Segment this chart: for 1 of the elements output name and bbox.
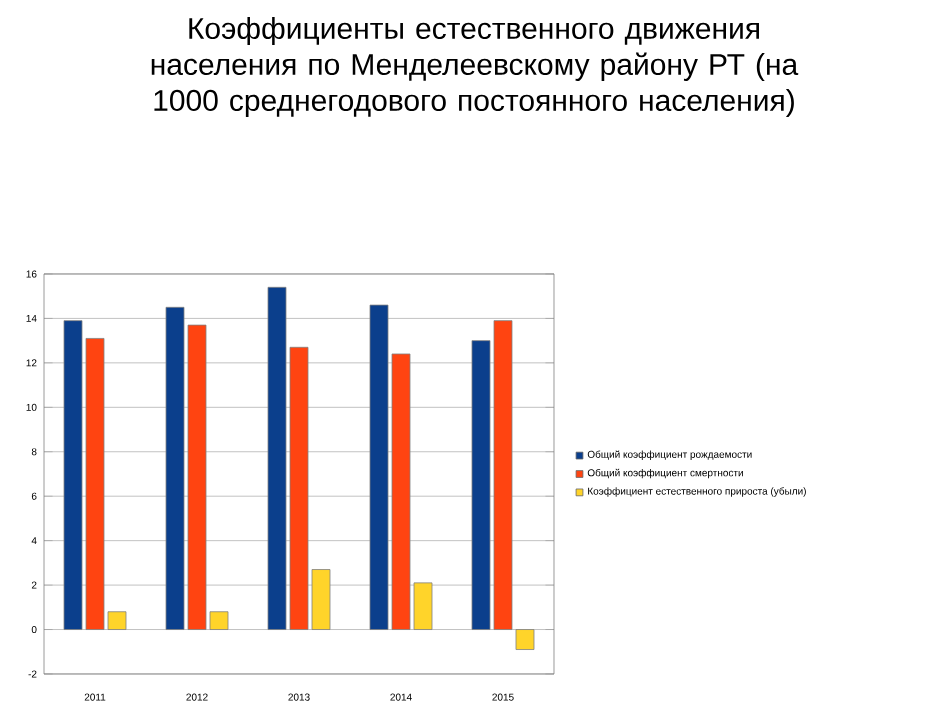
chart-title: Коэффициенты естественного движения населения по Менделеевскому району РТ (на 1000 среднегодового постоянного населения) <box>151 17 799 117</box>
